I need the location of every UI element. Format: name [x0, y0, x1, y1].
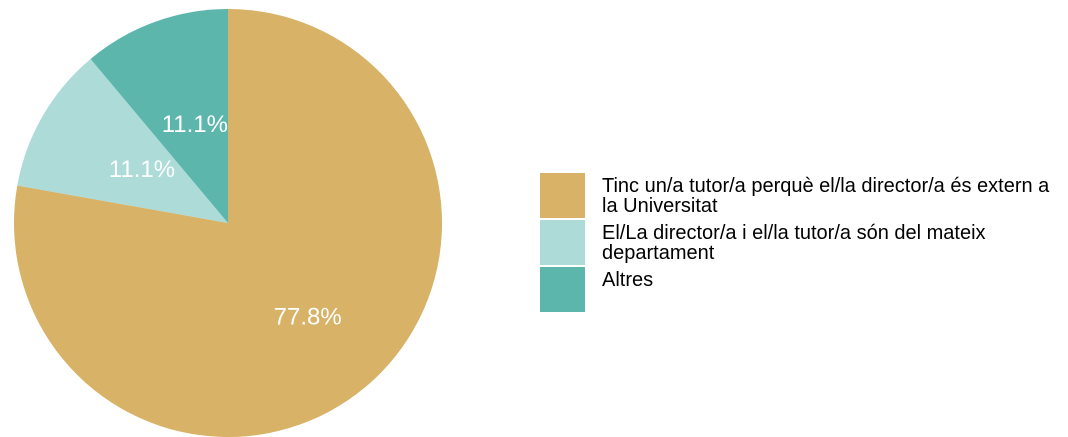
legend-label: Tinc un/a tutor/a perquè el/la director/…	[602, 175, 1050, 217]
slice-value-label: 77.8%	[274, 303, 342, 330]
slice-value-label: 11.1%	[162, 111, 228, 138]
pie-slices	[13, 9, 443, 437]
pie-slice-labels: 77.8% 11.1% 11.1%	[109, 111, 342, 330]
legend-swatch	[540, 173, 585, 218]
pie-slice-same-department	[17, 58, 228, 224]
legend-label: Altres	[602, 269, 654, 291]
slice-value-label: 11.1%	[109, 156, 175, 183]
pie-chart: 77.8% 11.1% 11.1%	[13, 9, 443, 437]
legend-label: El/La director/a i el/la tutor/a són del…	[602, 222, 986, 264]
legend-item: El/La director/a i el/la tutor/a són del…	[540, 220, 1060, 265]
legend: Tinc un/a tutor/a perquè el/la director/…	[540, 173, 1060, 314]
legend-swatch	[540, 220, 585, 265]
legend-swatch	[540, 267, 585, 312]
legend-item: Altres	[540, 267, 1060, 312]
pie-slice-altres	[90, 9, 229, 223]
pie-slice-extern-director	[13, 9, 443, 437]
legend-item: Tinc un/a tutor/a perquè el/la director/…	[540, 173, 1060, 218]
